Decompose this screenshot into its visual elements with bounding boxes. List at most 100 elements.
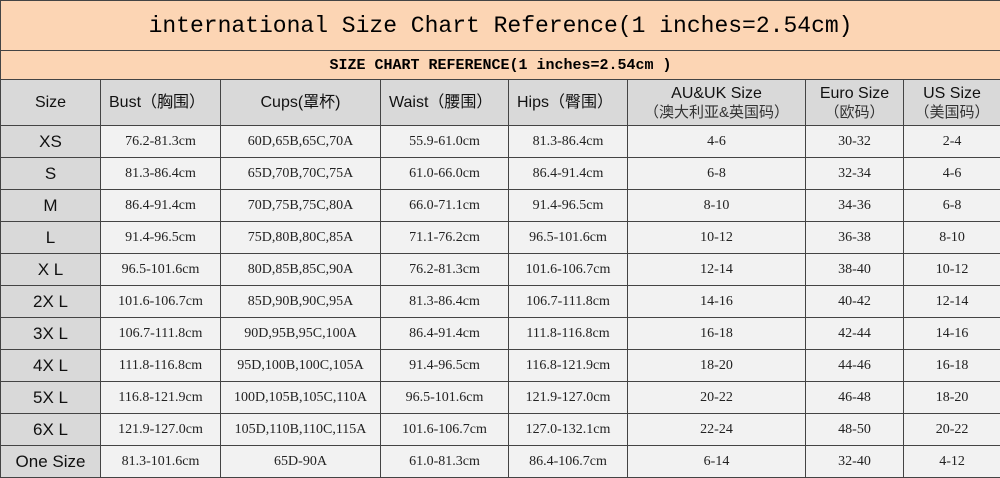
cell-size: 6X L (1, 414, 101, 446)
cell-hips: 116.8-121.9cm (509, 350, 628, 382)
cell-bust: 86.4-91.4cm (101, 190, 221, 222)
cell-waist: 55.9-61.0cm (381, 126, 509, 158)
cell-hips: 127.0-132.1cm (509, 414, 628, 446)
cell-size: 2X L (1, 286, 101, 318)
cell-euro-size: 30-32 (806, 126, 904, 158)
column-header-label: Size (1, 93, 100, 112)
cell-hips: 86.4-106.7cm (509, 446, 628, 478)
cell-waist: 91.4-96.5cm (381, 350, 509, 382)
cell-euro-size: 36-38 (806, 222, 904, 254)
cell-cups: 60D,65B,65C,70A (221, 126, 381, 158)
cell-waist: 71.1-76.2cm (381, 222, 509, 254)
column-header-label: Hips（臀围） (517, 93, 627, 112)
cell-us-size: 16-18 (904, 350, 1000, 382)
column-header-size: Size (1, 80, 101, 126)
cell-us-size: 10-12 (904, 254, 1000, 286)
cell-size: One Size (1, 446, 101, 478)
cell-cups: 65D-90A (221, 446, 381, 478)
column-header-label: Euro Size (806, 84, 903, 103)
cell-au-uk-size: 14-16 (628, 286, 806, 318)
cell-cups: 80D,85B,85C,90A (221, 254, 381, 286)
cell-bust: 81.3-101.6cm (101, 446, 221, 478)
cell-us-size: 8-10 (904, 222, 1000, 254)
cell-hips: 96.5-101.6cm (509, 222, 628, 254)
cell-waist: 101.6-106.7cm (381, 414, 509, 446)
cell-us-size: 20-22 (904, 414, 1000, 446)
cell-waist: 96.5-101.6cm (381, 382, 509, 414)
column-header-us-size: US Size（美国码） (904, 80, 1000, 126)
cell-size: 4X L (1, 350, 101, 382)
column-header-label: Cups(罩杯) (221, 93, 380, 112)
cell-hips: 81.3-86.4cm (509, 126, 628, 158)
cell-au-uk-size: 8-10 (628, 190, 806, 222)
cell-us-size: 18-20 (904, 382, 1000, 414)
column-header-label: AU&UK Size (628, 84, 805, 103)
column-header-hips: Hips（臀围） (509, 80, 628, 126)
cell-cups: 100D,105B,105C,110A (221, 382, 381, 414)
cell-cups: 95D,100B,100C,105A (221, 350, 381, 382)
cell-size: M (1, 190, 101, 222)
cell-bust: 101.6-106.7cm (101, 286, 221, 318)
cell-hips: 111.8-116.8cm (509, 318, 628, 350)
cell-euro-size: 32-34 (806, 158, 904, 190)
cell-waist: 61.0-66.0cm (381, 158, 509, 190)
cell-us-size: 6-8 (904, 190, 1000, 222)
cell-waist: 76.2-81.3cm (381, 254, 509, 286)
cell-bust: 116.8-121.9cm (101, 382, 221, 414)
cell-hips: 121.9-127.0cm (509, 382, 628, 414)
column-header-label: Waist（腰围） (389, 93, 508, 112)
cell-au-uk-size: 18-20 (628, 350, 806, 382)
cell-au-uk-size: 4-6 (628, 126, 806, 158)
column-header-sublabel: （澳大利亚&英国码） (628, 103, 805, 122)
cell-euro-size: 44-46 (806, 350, 904, 382)
column-header-sublabel: （美国码） (904, 103, 1000, 122)
cell-euro-size: 40-42 (806, 286, 904, 318)
cell-bust: 91.4-96.5cm (101, 222, 221, 254)
cell-au-uk-size: 22-24 (628, 414, 806, 446)
cell-au-uk-size: 6-14 (628, 446, 806, 478)
cell-hips: 86.4-91.4cm (509, 158, 628, 190)
cell-size: 3X L (1, 318, 101, 350)
cell-us-size: 4-12 (904, 446, 1000, 478)
cell-au-uk-size: 16-18 (628, 318, 806, 350)
cell-us-size: 2-4 (904, 126, 1000, 158)
cell-waist: 61.0-81.3cm (381, 446, 509, 478)
cell-hips: 91.4-96.5cm (509, 190, 628, 222)
cell-euro-size: 48-50 (806, 414, 904, 446)
cell-euro-size: 46-48 (806, 382, 904, 414)
chart-title: international Size Chart Reference(1 inc… (1, 1, 1000, 51)
cell-au-uk-size: 12-14 (628, 254, 806, 286)
cell-euro-size: 34-36 (806, 190, 904, 222)
cell-bust: 111.8-116.8cm (101, 350, 221, 382)
column-header-bust: Bust（胸围） (101, 80, 221, 126)
cell-au-uk-size: 10-12 (628, 222, 806, 254)
cell-cups: 85D,90B,90C,95A (221, 286, 381, 318)
column-header-au-uk-size: AU&UK Size（澳大利亚&英国码） (628, 80, 806, 126)
cell-size: XS (1, 126, 101, 158)
cell-size: S (1, 158, 101, 190)
cell-cups: 65D,70B,70C,75A (221, 158, 381, 190)
cell-euro-size: 32-40 (806, 446, 904, 478)
cell-size: X L (1, 254, 101, 286)
cell-cups: 75D,80B,80C,85A (221, 222, 381, 254)
cell-waist: 66.0-71.1cm (381, 190, 509, 222)
cell-hips: 101.6-106.7cm (509, 254, 628, 286)
cell-hips: 106.7-111.8cm (509, 286, 628, 318)
cell-bust: 76.2-81.3cm (101, 126, 221, 158)
cell-us-size: 4-6 (904, 158, 1000, 190)
cell-waist: 81.3-86.4cm (381, 286, 509, 318)
